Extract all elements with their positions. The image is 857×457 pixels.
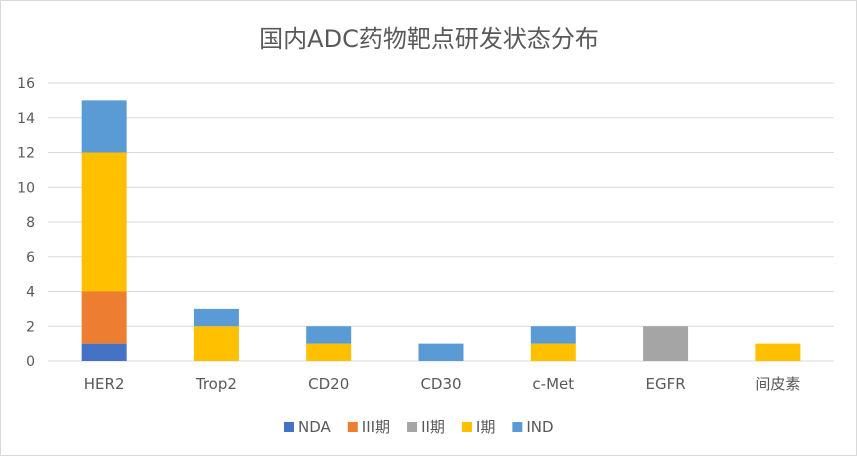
y-tick-label: 8: [26, 215, 35, 231]
x-category-label: HER2: [84, 375, 125, 393]
y-axis-ticks: 0 2 4 6 8 10 12 14 16: [17, 76, 35, 370]
legend-label: IND: [526, 418, 553, 436]
x-category-label: CD20: [308, 375, 349, 393]
legend-label: I期: [476, 418, 495, 436]
x-category-label: EGFR: [645, 375, 685, 393]
bar-segment-HER2-IND: [81, 100, 127, 153]
y-tick-label: 4: [26, 285, 35, 301]
y-tick-label: 16: [17, 76, 35, 92]
bar-segment-CD20-IND: [306, 326, 352, 344]
y-tick-label: 0: [26, 354, 35, 370]
bar-segment-HER2-III期: [81, 291, 127, 344]
bar-segment-间皮素-I期: [755, 343, 801, 361]
bars: [81, 100, 801, 361]
legend-label: II期: [421, 418, 445, 436]
y-tick-label: 14: [17, 111, 35, 127]
y-tick-label: 10: [17, 180, 35, 196]
bar-segment-c-Met-IND: [530, 326, 576, 344]
bar-segment-Trop2-I期: [193, 326, 239, 361]
bar-segment-EGFR-II期: [643, 326, 689, 361]
legend-label: NDA: [298, 418, 332, 436]
legend-swatch: [512, 422, 523, 432]
legend-swatch: [407, 422, 418, 432]
y-tick-label: 2: [26, 319, 35, 335]
bar-segment-c-Met-I期: [530, 343, 576, 361]
legend-swatch: [347, 422, 358, 432]
y-tick-label: 6: [26, 250, 35, 266]
y-tick-label: 12: [17, 146, 35, 162]
x-axis-labels: HER2 Trop2 CD20 CD30 c-Met EGFR 间皮素: [84, 375, 801, 393]
legend: NDA III期 II期 I期 IND: [284, 418, 554, 436]
x-category-label: c-Met: [532, 375, 574, 393]
x-category-label: 间皮素: [755, 375, 800, 393]
bar-segment-HER2-I期: [81, 152, 127, 292]
x-category-label: Trop2: [195, 375, 237, 393]
legend-label: III期: [362, 418, 390, 436]
legend-swatch: [461, 422, 472, 432]
chart-title: 国内ADC药物靶点研发状态分布: [259, 25, 599, 53]
x-category-label: CD30: [420, 375, 461, 393]
bar-segment-CD30-IND: [418, 343, 464, 361]
gridlines: [48, 82, 834, 362]
legend-swatch: [284, 422, 294, 432]
bar-segment-Trop2-IND: [193, 308, 239, 327]
bar-segment-CD20-I期: [306, 343, 352, 361]
bar-segment-HER2-NDA: [81, 343, 127, 361]
